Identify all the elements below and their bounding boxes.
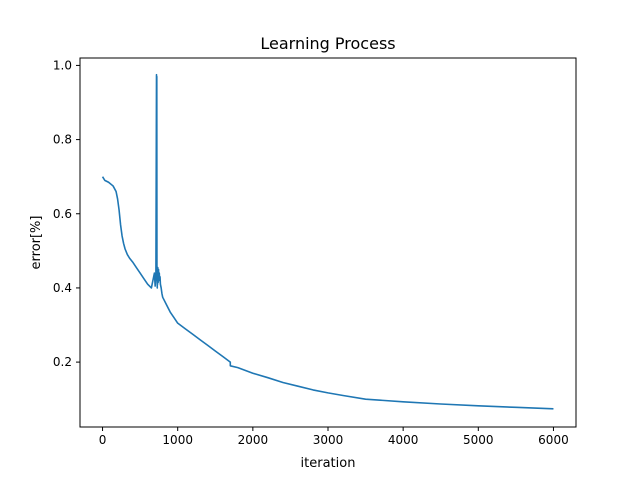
chart-title: Learning Process xyxy=(260,34,395,53)
series-line-0 xyxy=(101,73,554,410)
x-tick-label: 0 xyxy=(99,433,107,447)
x-tick-label: 1000 xyxy=(162,433,193,447)
x-tick-label: 6000 xyxy=(538,433,569,447)
x-tick-label: 3000 xyxy=(313,433,344,447)
x-axis-label: iteration xyxy=(301,456,356,471)
x-tick-label: 2000 xyxy=(238,433,269,447)
axes-frame xyxy=(79,57,577,428)
plot-area xyxy=(101,73,554,410)
y-axis-ticks: 0.2 0.4 0.6 0.8 1.0 xyxy=(53,58,80,369)
x-axis-ticks: 0 1000 2000 3000 4000 5000 6000 xyxy=(99,427,569,447)
x-tick-label: 4000 xyxy=(388,433,419,447)
y-axis-label: error[%] xyxy=(29,216,44,270)
y-tick-label: 0.2 xyxy=(53,355,72,369)
y-tick-label: 0.4 xyxy=(53,281,72,295)
y-tick-label: 1.0 xyxy=(53,58,72,72)
y-tick-label: 0.6 xyxy=(53,207,72,221)
x-tick-label: 5000 xyxy=(463,433,494,447)
y-tick-label: 0.8 xyxy=(53,133,72,147)
